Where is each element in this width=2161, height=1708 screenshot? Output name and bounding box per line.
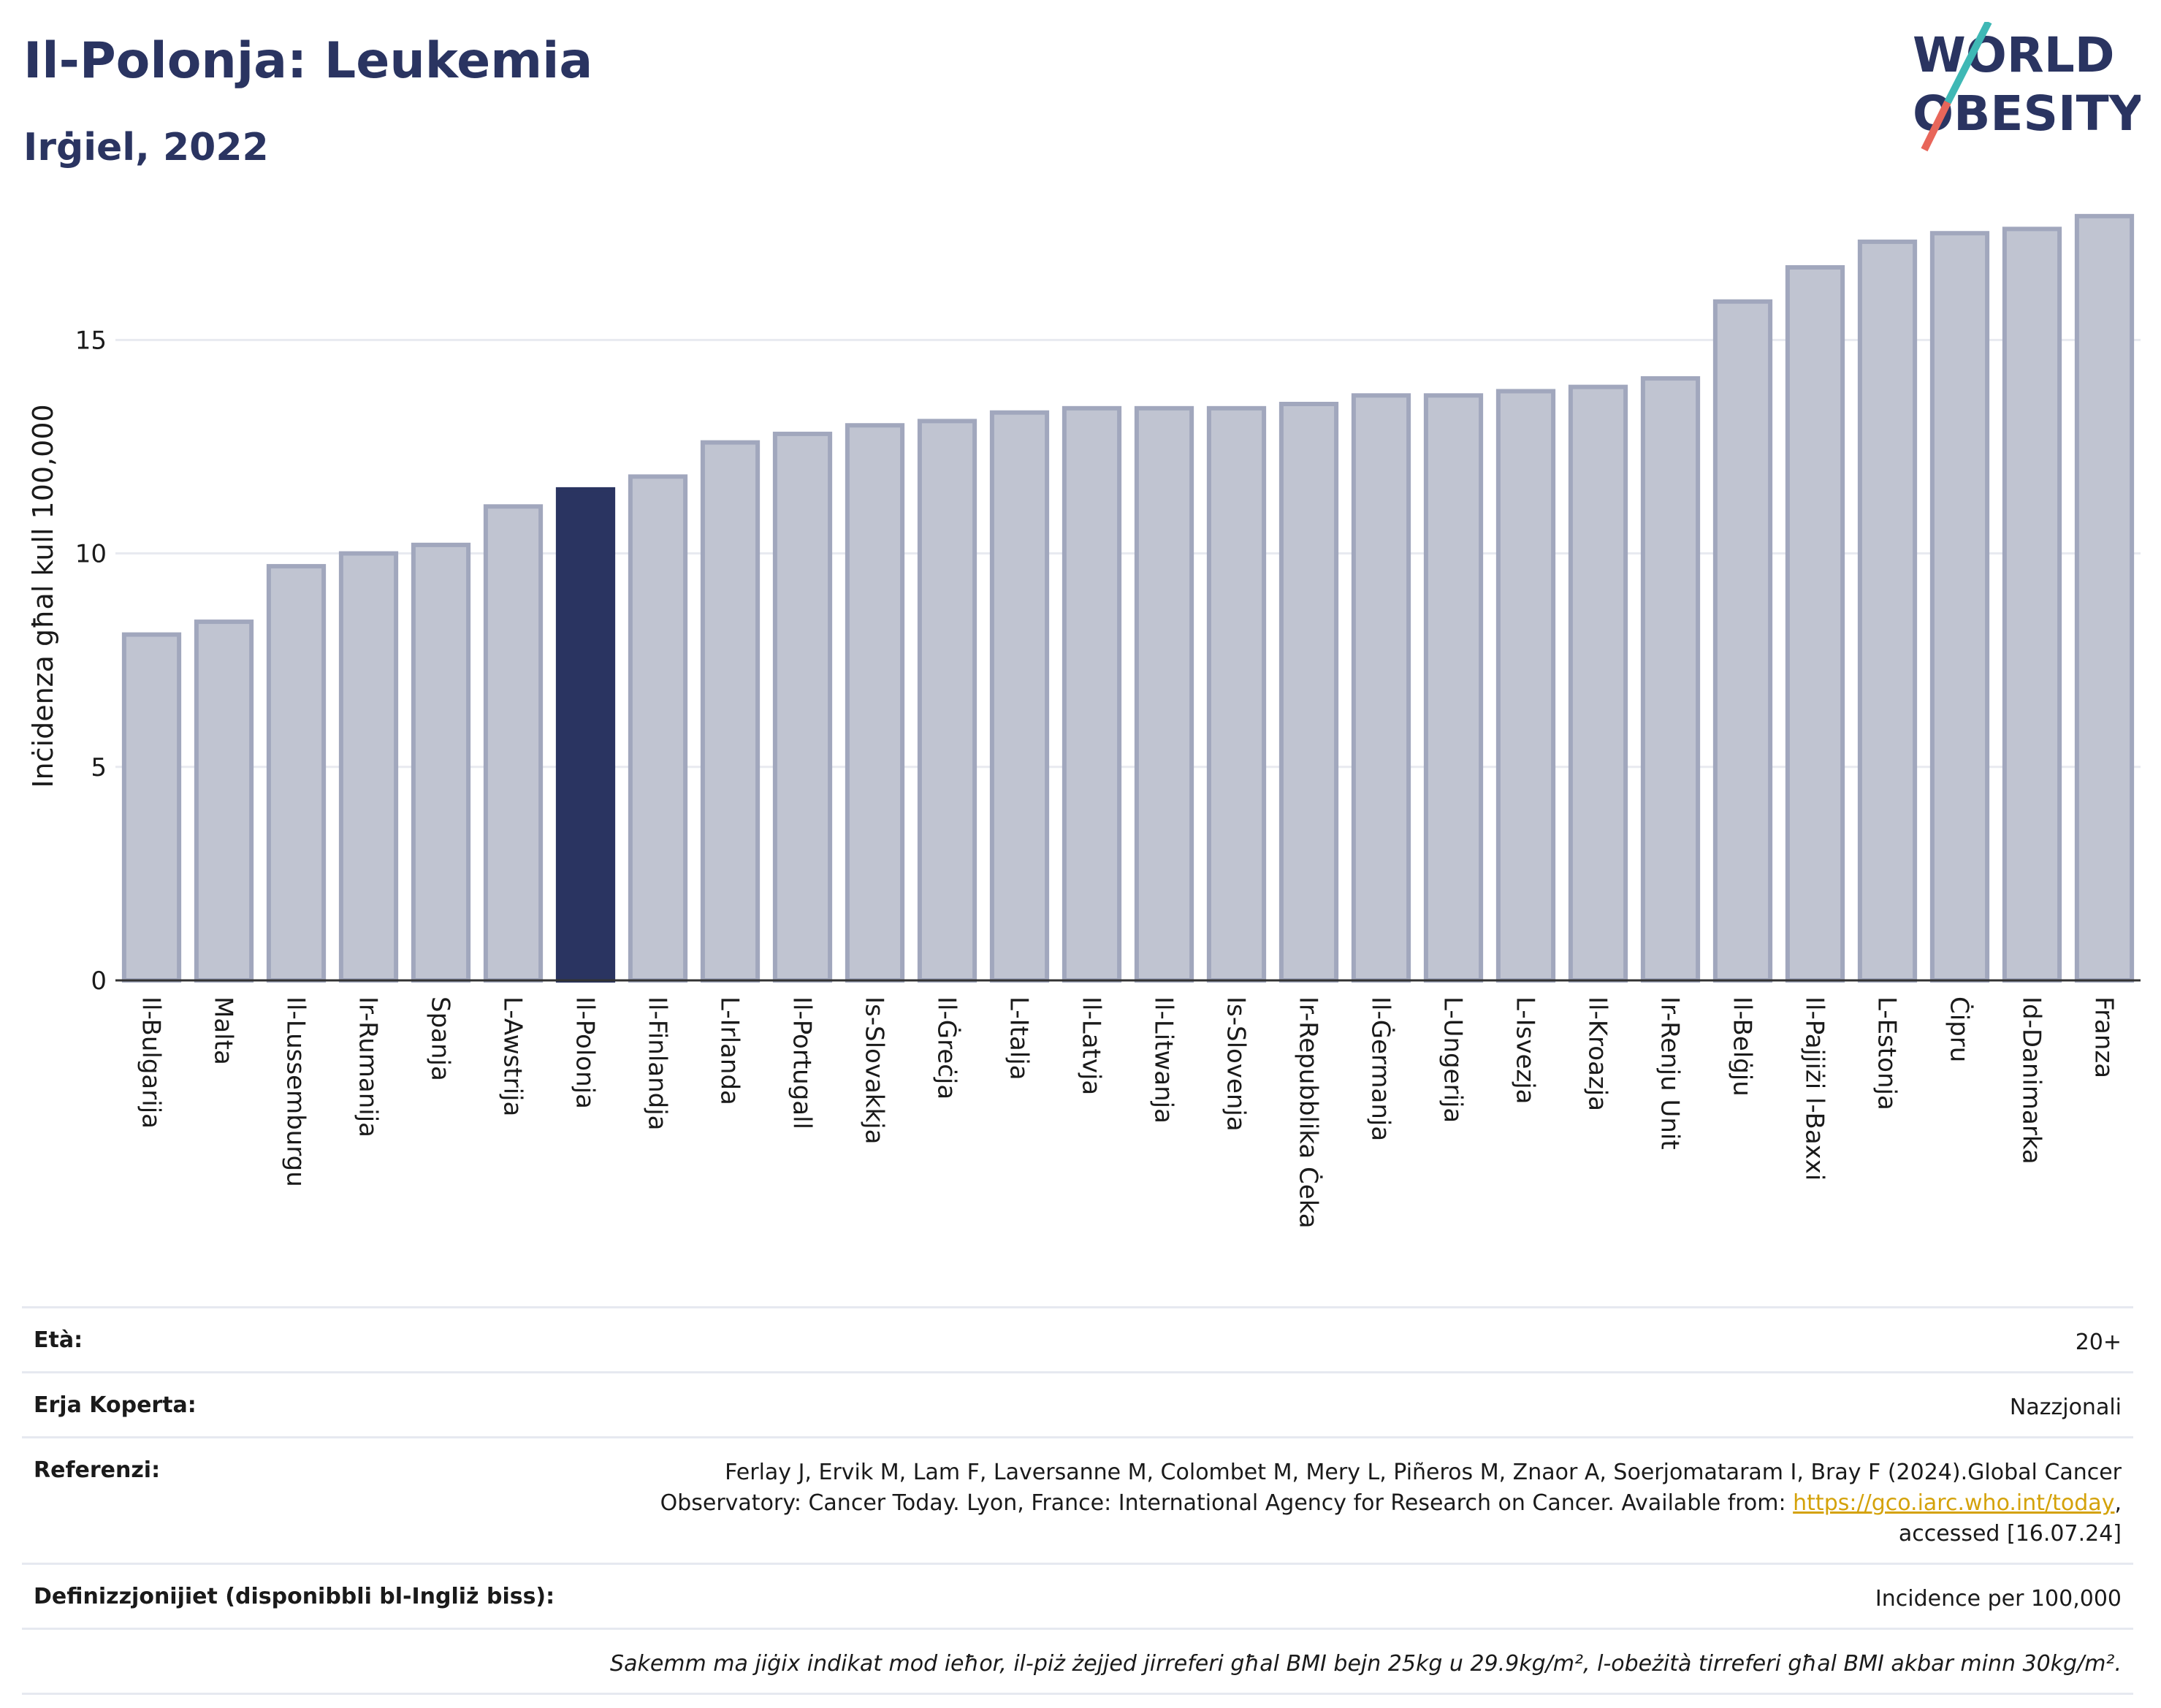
x-tick-label: Franza	[2089, 996, 2119, 1078]
x-tick-label: Ir-Rumanija	[354, 996, 383, 1137]
bar	[1857, 239, 1918, 983]
bar	[1062, 405, 1122, 983]
bar	[121, 632, 182, 983]
x-tick-label: Il-Ġreċja	[932, 996, 962, 1099]
x-tick-label: L-Italja	[1005, 996, 1034, 1080]
info-row-area: Erja Koperta: Nazzjonali	[22, 1371, 2133, 1436]
x-tick-label: Il-Portugall	[788, 996, 817, 1129]
bar	[1206, 405, 1267, 983]
footnote: Sakemm ma jiġix indikat mod ieħor, il-pi…	[610, 1651, 2122, 1677]
y-axis-label: Inċidenza għal kull 100,000	[27, 404, 59, 788]
bar	[1929, 231, 1990, 983]
x-tick-label: Spanja	[426, 996, 455, 1081]
y-tick-label: 15	[75, 326, 107, 355]
bar	[917, 419, 977, 983]
info-row-definitions: Definizzjonijiet (disponibbli bl-Ingliż …	[22, 1563, 2133, 1628]
bar	[845, 423, 905, 983]
bar	[266, 564, 327, 983]
x-tick-label: L-Estonja	[1872, 996, 1902, 1110]
age-value: 20+	[2075, 1330, 2122, 1355]
bar	[1640, 375, 1701, 983]
reference-value: Ferlay J, Ervik M, Lam F, Laversanne M, …	[587, 1457, 2122, 1549]
x-tick-label: Il-Litwanja	[1149, 996, 1178, 1124]
x-tick-label: Il-Bulgarija	[137, 996, 166, 1129]
x-tick-label: Il-Pajjiżi l-Baxxi	[1800, 996, 1829, 1181]
definitions-value: Incidence per 100,000	[1875, 1586, 2122, 1612]
area-value: Nazzjonali	[2009, 1395, 2122, 1420]
x-tick-label: Ċipru	[1945, 996, 1975, 1062]
x-tick-label: Il-Lussemburgu	[281, 996, 310, 1187]
y-tick-label: 5	[91, 753, 107, 782]
world-obesity-logo: WORLD OBESITY	[1913, 22, 2141, 152]
x-tick-label: L-Awstrija	[498, 996, 527, 1116]
logo-slash-red	[1921, 100, 1951, 152]
bar	[338, 551, 399, 983]
logo-slash-teal	[1944, 22, 1992, 104]
bar	[1495, 389, 1556, 983]
info-row-reference: Referenzi: Ferlay J, Ervik M, Lam F, Lav…	[22, 1436, 2133, 1563]
info-row-age: Età: 20+	[22, 1306, 2133, 1371]
area-label: Erja Koperta:	[34, 1392, 197, 1418]
x-tick-label: Il-Ġermanja	[1366, 996, 1396, 1141]
x-tick-label: Is-Slovakkja	[860, 996, 889, 1144]
page-subtitle: Irġiel, 2022	[23, 126, 269, 169]
reference-label: Referenzi:	[34, 1457, 161, 1483]
x-tick-label: L-Irlanda	[715, 996, 744, 1105]
bar	[989, 410, 1050, 983]
bar	[1134, 405, 1194, 983]
x-tick-label: L-Isvezja	[1511, 996, 1540, 1105]
x-tick-label: Il-Latvja	[1077, 996, 1106, 1095]
bar-chart: 0 5 10 15 Inċidenza għal kull 100,000 Il-Bulg…	[27, 213, 2141, 1229]
bar	[772, 431, 833, 983]
bar	[483, 504, 544, 983]
x-tick-label: Id-Danimarka	[2017, 996, 2046, 1164]
age-label: Età:	[34, 1327, 83, 1353]
x-tick-label: Il-Kroazja	[1583, 996, 1612, 1111]
bar	[700, 440, 761, 983]
definitions-label: Definizzjonijiet (disponibbli bl-Ingliż …	[34, 1584, 555, 1609]
x-tick-label: Il-Polonja	[571, 996, 600, 1109]
bar	[628, 474, 688, 983]
bar	[1351, 393, 1411, 983]
bar	[1278, 402, 1339, 983]
reference-text: Ferlay J, Ervik M, Lam F, Laversanne M, …	[660, 1460, 2122, 1516]
x-tick-label: Ir-Repubblika Ċeka	[1294, 996, 1324, 1229]
bar	[2074, 213, 2135, 983]
x-tick-label: Il-Finlandja	[643, 996, 672, 1131]
x-tick-label: Il-Belġju	[1728, 996, 1757, 1097]
bar	[1785, 264, 1845, 983]
bar	[555, 487, 616, 983]
x-tick-label: Ir-Renju Unit	[1655, 996, 1685, 1150]
x-tick-label: Malta	[209, 996, 238, 1065]
reference-link[interactable]: https://gco.iarc.who.int/today	[1793, 1490, 2115, 1516]
info-table: Età: 20+ Erja Koperta: Nazzjonali Refere…	[22, 1306, 2133, 1695]
bar	[1568, 384, 1628, 983]
bar	[411, 542, 471, 983]
bar	[1423, 393, 1484, 983]
info-row-note: Sakemm ma jiġix indikat mod ieħor, il-pi…	[22, 1628, 2133, 1695]
x-tick-label: L-Ungerija	[1438, 996, 1468, 1123]
page-title: Il-Polonja: Leukemia	[23, 32, 593, 90]
y-tick-label: 10	[75, 540, 107, 569]
reference-tail: , accessed [16.07.24]	[1898, 1490, 2122, 1547]
bar	[2002, 226, 2062, 983]
bar	[1712, 299, 1773, 983]
x-tick-label: Is-Slovenja	[1221, 996, 1251, 1132]
y-tick-label: 0	[91, 967, 107, 996]
bar	[194, 619, 254, 983]
logo-line2: OBESITY	[1913, 85, 2141, 142]
logo-line1: WORLD	[1913, 27, 2115, 83]
